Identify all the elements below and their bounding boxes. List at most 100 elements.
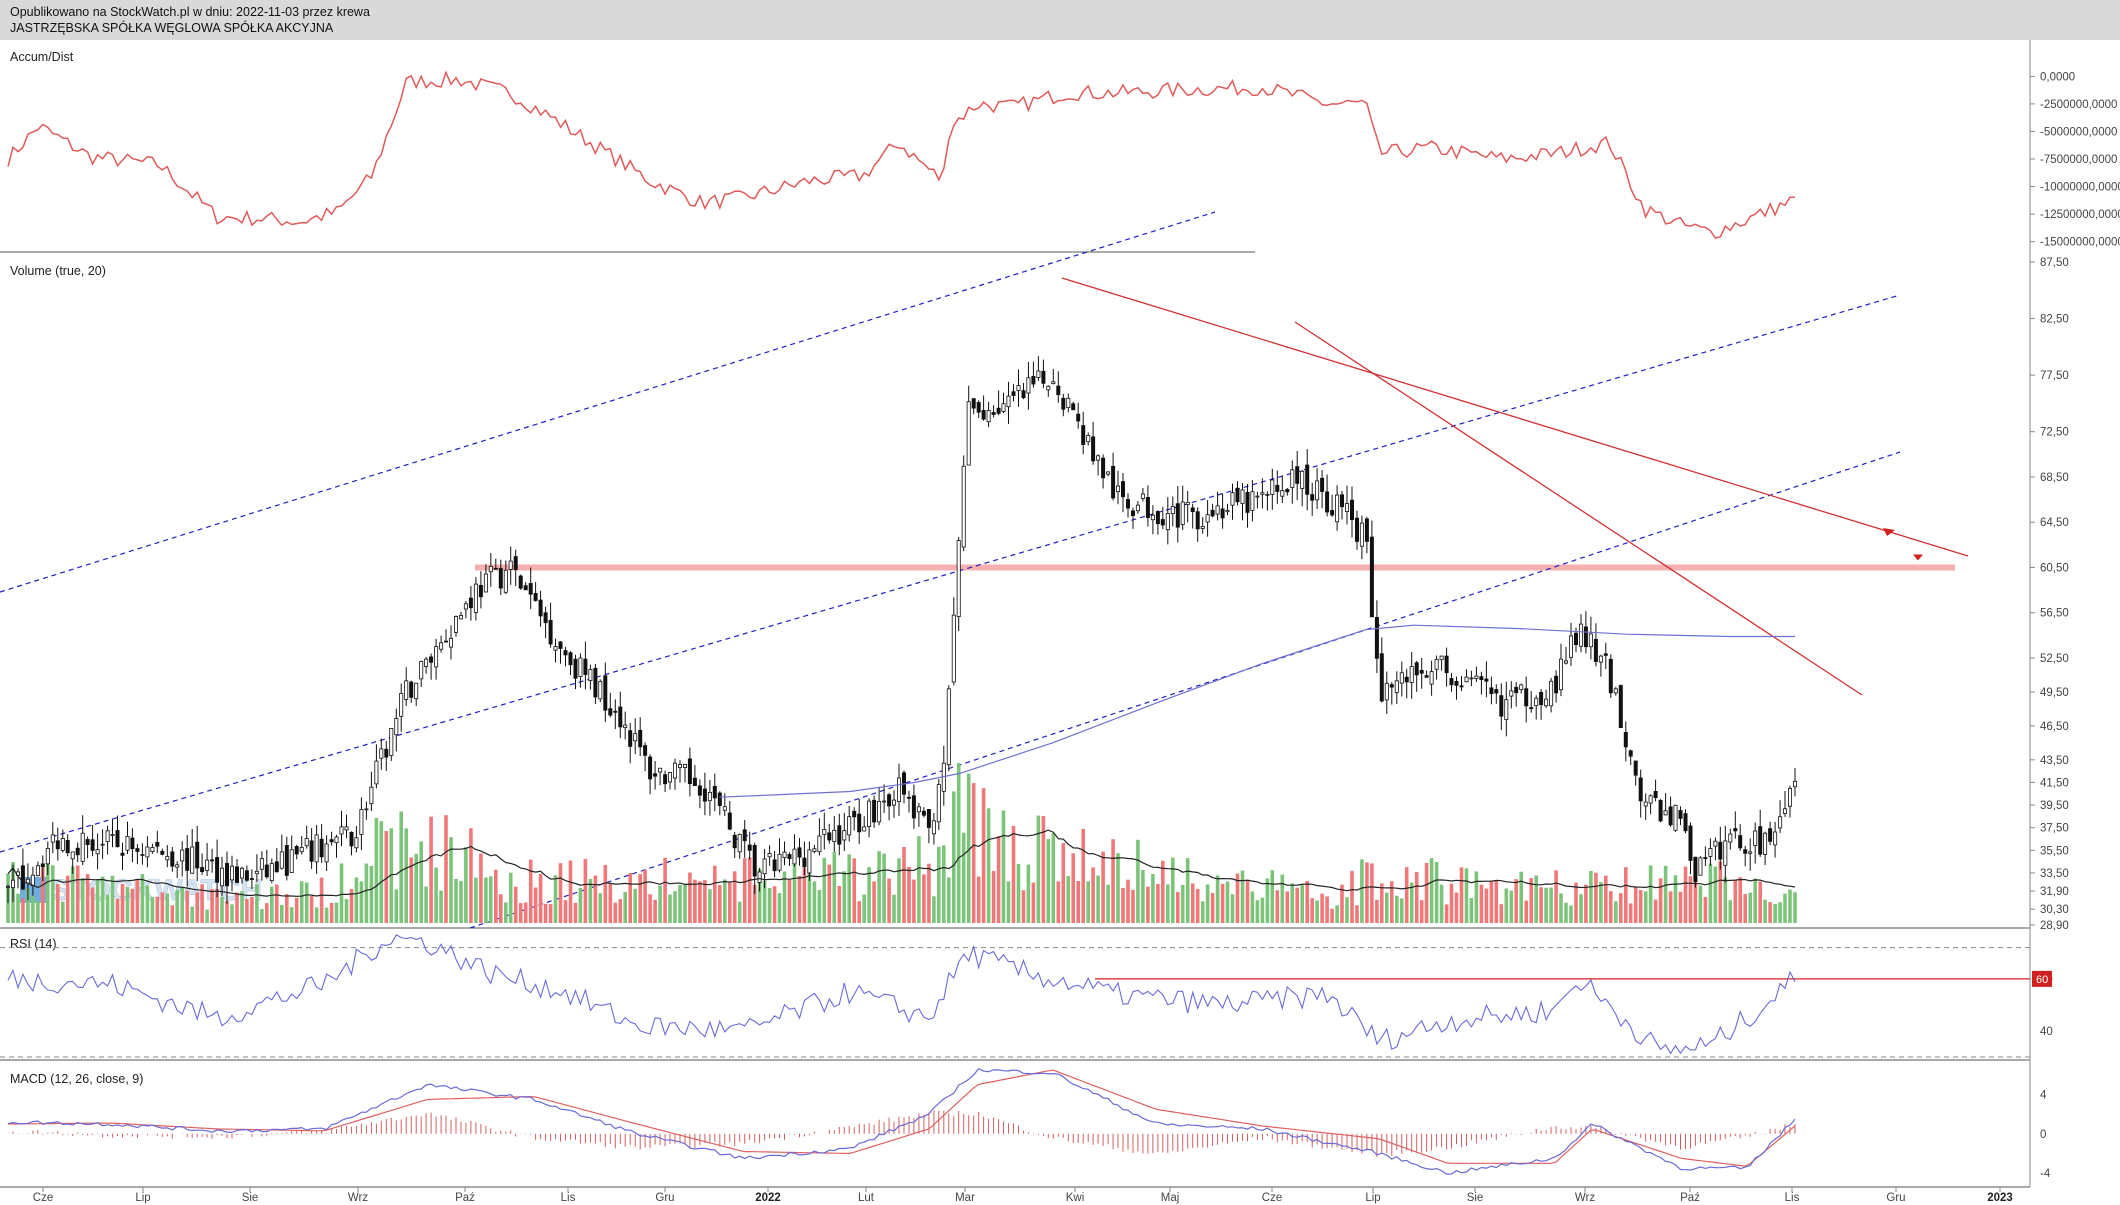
candle-body	[1429, 671, 1434, 685]
volume-bar	[1195, 888, 1200, 923]
macd-plot: 4 0 -4	[7, 1067, 2051, 1180]
price-tick-label: 60,50	[2040, 562, 2069, 574]
volume-bar	[1534, 875, 1538, 923]
volume-bar	[200, 884, 204, 923]
candle-body	[229, 865, 234, 881]
volume-bar	[996, 836, 1001, 923]
volume-bar	[1006, 881, 1011, 923]
candle-body	[598, 681, 603, 700]
candle-body	[1001, 403, 1006, 412]
candle-body	[1673, 804, 1678, 831]
volume-bar	[1614, 901, 1618, 923]
candle-body	[1484, 678, 1489, 682]
candle-body	[1210, 509, 1215, 517]
volume-bar	[822, 857, 827, 923]
candle-body	[414, 682, 419, 700]
volume-bar	[1579, 894, 1583, 923]
candle-body	[1748, 851, 1753, 854]
candle-body	[130, 837, 135, 850]
volume-bar	[160, 892, 165, 923]
volume-bar	[1176, 891, 1180, 923]
candle-body	[1539, 692, 1544, 706]
candle-body	[767, 853, 772, 858]
volume-bar	[1370, 863, 1374, 923]
volume-bar	[110, 875, 115, 923]
volume-bar	[588, 878, 593, 923]
volume-bar	[1484, 888, 1489, 923]
price-tick-label: 82,50	[2040, 314, 2069, 326]
volume-bar	[1385, 892, 1389, 923]
candle-body	[1449, 678, 1454, 686]
candle-body	[443, 640, 448, 643]
volume-bar	[583, 859, 588, 923]
volume-bar	[314, 907, 319, 923]
volume-bar	[663, 857, 667, 923]
volume-bar	[857, 901, 861, 923]
volume-bar	[867, 867, 871, 923]
candle-body	[1355, 517, 1360, 542]
volume-bar	[185, 890, 189, 923]
candle-body	[1260, 492, 1265, 495]
candle-body	[249, 878, 254, 880]
candle-body	[1474, 675, 1479, 679]
volume-bar	[1718, 861, 1723, 923]
candle-body	[1155, 511, 1160, 525]
date-label: Sie	[242, 1192, 259, 1204]
candle-body	[931, 820, 936, 835]
volume-bar	[1768, 902, 1772, 923]
candle-body	[145, 846, 150, 858]
candle-body	[1564, 660, 1569, 664]
candle-body	[1653, 791, 1658, 799]
price-tick-label: 39,50	[2040, 800, 2069, 812]
candle-body	[1489, 687, 1494, 694]
candle-body	[304, 838, 309, 847]
volume-bar	[817, 890, 822, 923]
candle-body	[1643, 801, 1648, 807]
candle-body	[857, 813, 862, 833]
candle-body	[1454, 681, 1459, 686]
volume-bar	[548, 904, 553, 923]
candle-body	[95, 849, 100, 855]
candle-body	[1633, 760, 1638, 776]
candle-body	[503, 569, 508, 593]
candle-body	[1424, 675, 1429, 678]
candle-body	[1200, 526, 1205, 529]
volume-bar	[533, 887, 538, 923]
volume-bar	[1111, 839, 1115, 923]
volume-bar	[21, 898, 25, 923]
volume-bar	[961, 832, 966, 923]
volume-bar	[36, 901, 40, 923]
price-tick-label: 28,90	[2040, 920, 2069, 932]
candle-body	[986, 409, 991, 423]
volume-bar	[95, 879, 100, 923]
volume-bar	[409, 857, 413, 923]
candle-body	[1688, 825, 1693, 861]
volume-bar	[1046, 839, 1051, 923]
volume-bar	[1429, 858, 1434, 923]
volume-bar	[1225, 881, 1230, 923]
trendline-main	[1061, 277, 1969, 557]
volume-bar	[1066, 876, 1071, 923]
volume-bar	[384, 831, 389, 923]
volume-bar	[1116, 853, 1120, 923]
volume-bar	[170, 905, 175, 923]
volume-bar	[205, 909, 209, 923]
volume-bar	[732, 871, 737, 923]
volume-bar	[1056, 881, 1061, 923]
volume-bar	[115, 898, 120, 923]
candle-body	[429, 656, 434, 663]
volume-bar	[683, 884, 687, 923]
ad-plot: 0,0000 -2500000,0000 -5000000,0000 -7500000…	[7, 70, 2120, 249]
candle-body	[1618, 685, 1623, 728]
date-label: Wrz	[348, 1192, 368, 1204]
candle-body	[215, 857, 220, 883]
candle-body	[523, 585, 528, 591]
volume-bar	[210, 889, 214, 923]
candle-body	[1579, 623, 1584, 647]
candle-body	[1514, 686, 1519, 694]
candle-body	[1255, 495, 1260, 498]
candle-body	[1459, 685, 1464, 688]
volume-bar	[1106, 884, 1110, 923]
volume-bar	[1564, 902, 1568, 923]
candle-body	[1718, 841, 1723, 860]
